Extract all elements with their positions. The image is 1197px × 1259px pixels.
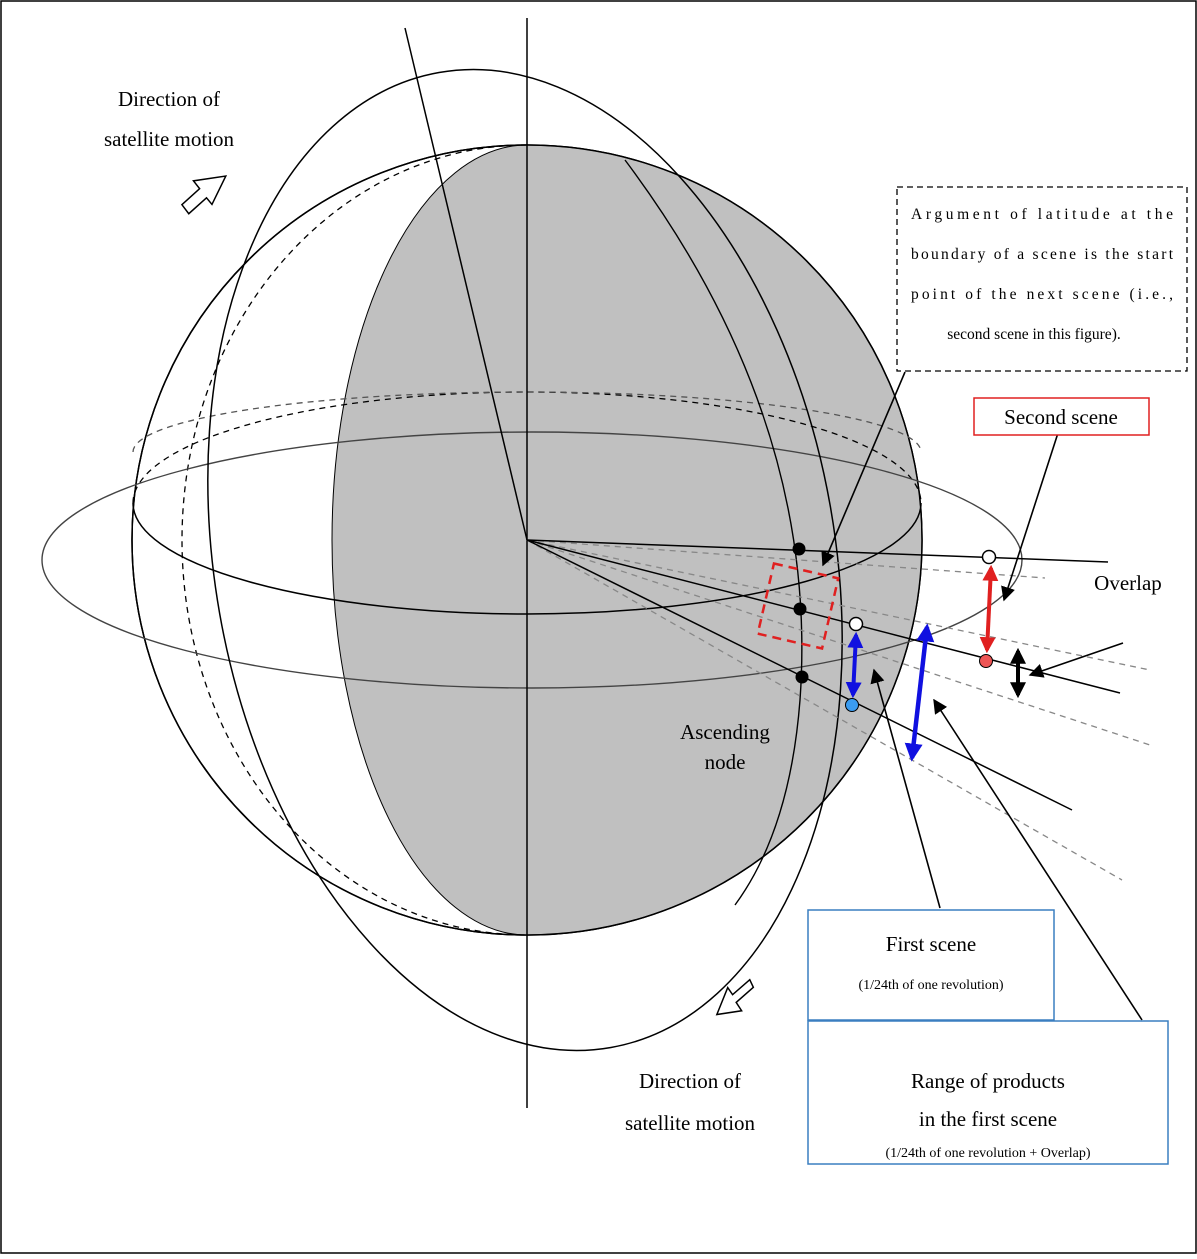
hidden-meridian <box>181 144 528 936</box>
note-text-line-4: second scene in this figure). <box>947 326 1120 343</box>
boundary-point-top <box>792 542 806 556</box>
note-leader <box>821 371 906 567</box>
overlap-label: Overlap <box>1094 571 1162 595</box>
scene-boundary-rays <box>526 539 1151 881</box>
direction-top-label-1: Direction of <box>118 87 220 111</box>
direction-arrow-top <box>180 175 228 215</box>
note-box <box>896 186 1188 372</box>
direction-bottom-label-2: satellite motion <box>625 1111 756 1135</box>
first-scene-leader <box>870 668 941 909</box>
boundary-point-mid <box>793 602 807 616</box>
second-scene-end-point <box>979 654 993 668</box>
range-sub-label: (1/24th of one revolution + Overlap) <box>885 1146 1090 1161</box>
orbit-axis <box>404 27 528 541</box>
second-scene-start-point <box>981 549 997 565</box>
ascending-node-label-2: node <box>705 750 746 774</box>
equator-back <box>132 391 922 504</box>
overlap-leader <box>1028 642 1124 678</box>
ascending-node-point <box>795 670 809 684</box>
orbit-ring <box>41 431 1023 689</box>
note-text-line-1: Argument of latitude at the <box>911 206 1173 223</box>
range-box <box>807 1020 1169 1165</box>
direction-bottom-label-1: Direction of <box>639 1069 741 1093</box>
first-scene-box <box>807 909 1055 1021</box>
satellite-orbit <box>207 68 843 1052</box>
note-text-line-2: boundary of a scene is the start <box>911 246 1174 263</box>
ascending-node-label-1: Ascending <box>680 720 770 744</box>
first-scene-sub-label: (1/24th of one revolution) <box>858 978 1003 993</box>
second-scene-range-arrow <box>979 564 999 654</box>
range-label-2: in the first scene <box>919 1107 1057 1131</box>
second-scene-leader <box>1001 432 1059 602</box>
first-scene-start-point <box>848 616 864 632</box>
range-label-1: Range of products <box>911 1069 1065 1093</box>
product-range-arrow <box>904 623 935 762</box>
direction-arrow-bottom <box>715 978 755 1016</box>
second-scene-label: Second scene <box>1004 405 1118 429</box>
direction-top-label-2: satellite motion <box>104 127 235 151</box>
range-leader <box>933 698 1143 1021</box>
first-scene-end-point <box>845 698 859 712</box>
scene-boundary-box <box>756 562 840 650</box>
first-scene-range-arrow <box>845 631 864 699</box>
second-scene-box <box>973 397 1150 436</box>
orbit-ring-back <box>132 391 922 453</box>
first-scene-label: First scene <box>886 932 976 956</box>
note-text-line-3: point of the next scene (i.e., <box>911 286 1173 303</box>
